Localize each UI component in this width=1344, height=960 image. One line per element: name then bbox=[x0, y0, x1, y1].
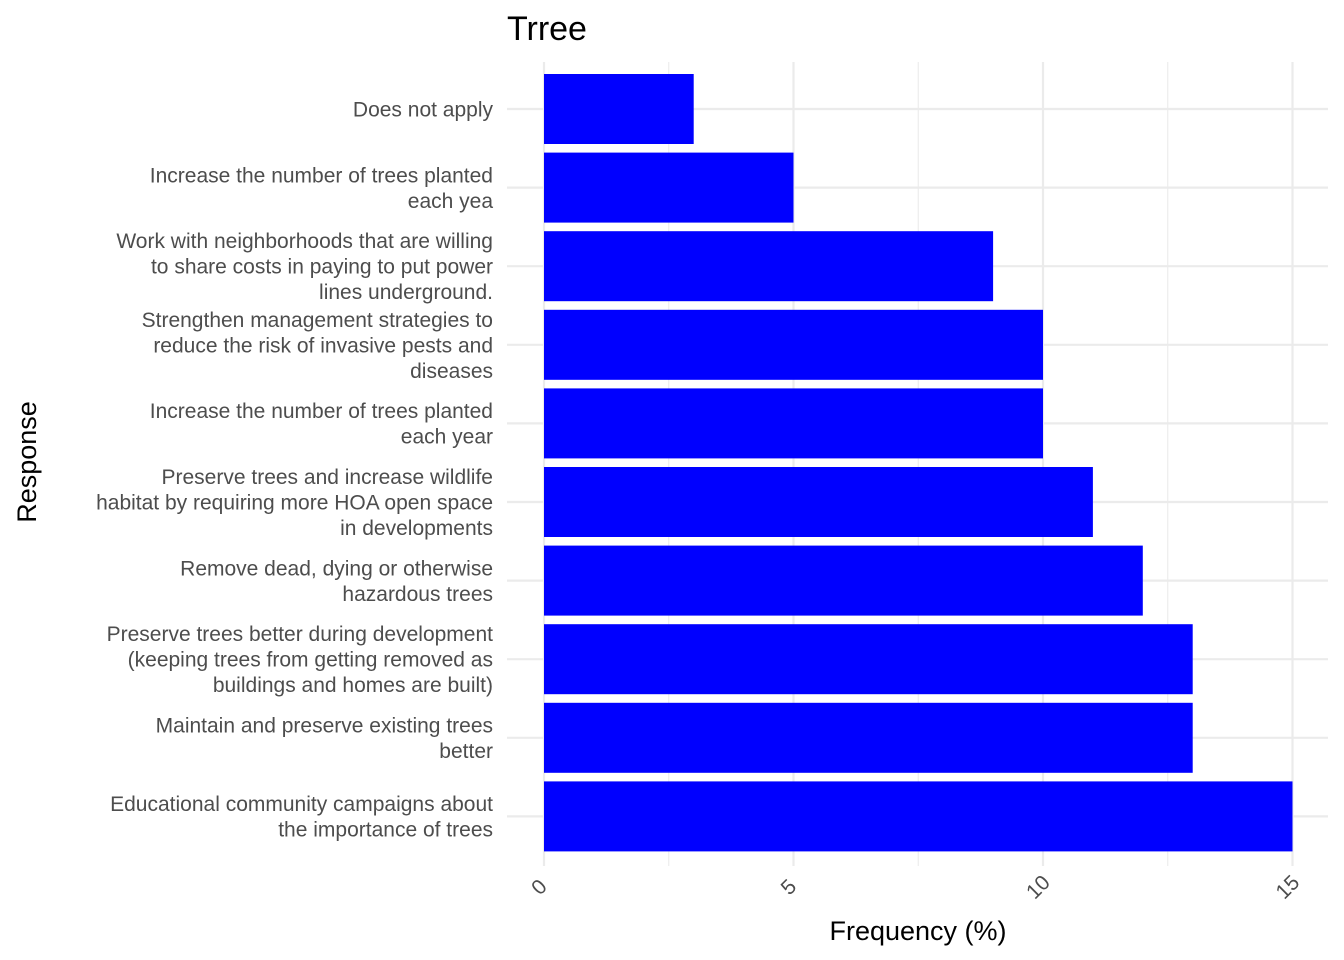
category-label: Maintain and preserve existing trees bett… bbox=[156, 715, 493, 764]
bar bbox=[544, 309, 1043, 380]
x-tick-label: 5 bbox=[777, 875, 802, 900]
category-label: Does not apply bbox=[353, 99, 494, 122]
bar bbox=[544, 231, 994, 302]
category-label: Work with neighborhoods that are willing… bbox=[116, 230, 493, 304]
bar bbox=[544, 545, 1143, 616]
category-label: Strengthen management strategies to reduc… bbox=[142, 309, 493, 383]
x-tick-label: 10 bbox=[1022, 871, 1055, 904]
bars bbox=[544, 74, 1293, 852]
category-labels: Does not apply Increase the number of tre… bbox=[96, 99, 493, 842]
category-label: Educational community campaigns about the… bbox=[110, 793, 493, 842]
bar bbox=[544, 388, 1043, 459]
bar bbox=[544, 74, 694, 144]
bar bbox=[544, 624, 1193, 695]
category-label: Increase the number of trees planted each… bbox=[150, 164, 494, 213]
category-label: Increase the number of trees planted each… bbox=[150, 400, 493, 449]
chart-title: Trree bbox=[507, 10, 587, 48]
x-tick-label: 0 bbox=[527, 875, 552, 900]
category-label: Preserve trees and increase wildlife habi… bbox=[96, 466, 493, 540]
x-tick-labels: 0 5 10 15 bbox=[527, 871, 1304, 904]
bar bbox=[544, 467, 1093, 537]
bar bbox=[544, 702, 1193, 773]
category-label: Preserve trees better during development… bbox=[107, 623, 494, 697]
x-axis-title: Frequency (%) bbox=[829, 916, 1006, 946]
category-label: Remove dead, dying or otherwise hazardous… bbox=[180, 557, 493, 606]
y-axis-title: Response bbox=[12, 401, 42, 523]
bar bbox=[544, 781, 1293, 852]
bar bbox=[544, 152, 794, 223]
x-tick-label: 15 bbox=[1272, 871, 1305, 904]
